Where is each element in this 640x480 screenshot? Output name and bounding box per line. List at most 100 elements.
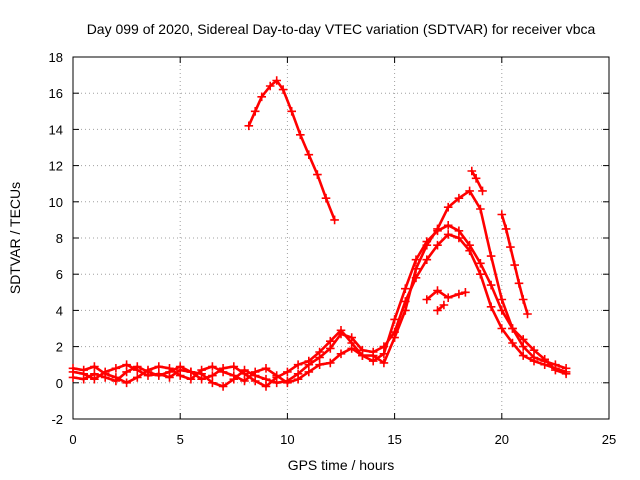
chart-title: Day 099 of 2020, Sidereal Day-to-day VTE… [87,21,596,37]
y-tick-label: 10 [49,195,63,210]
data-point [261,382,271,391]
data-point [540,355,549,364]
y-tick-label: 18 [49,50,63,65]
data-point [122,367,131,377]
data-point [486,280,496,290]
y-tick-label: 4 [56,303,63,318]
series-segment-d [467,166,487,196]
y-tick-label: 16 [49,86,63,101]
data-point [229,371,239,380]
data-point [467,166,477,176]
data-point [68,364,78,373]
data-point [454,193,464,203]
data-point [390,315,399,324]
data-point [454,226,464,236]
y-tick-label: 0 [56,376,63,391]
data-point [401,306,410,315]
data-point [390,333,399,342]
data-point [326,358,335,368]
data-point [497,306,507,315]
series-line [436,303,446,312]
data-point [439,300,449,310]
data-point [454,233,464,243]
data-point [261,364,271,373]
y-tick-label: 12 [49,159,63,174]
data-point [422,295,432,304]
data-point [208,378,217,388]
series-segment-c [433,300,449,315]
y-tick-label: -2 [51,412,63,427]
data-point [529,353,539,362]
data-point [79,374,88,384]
data-point [68,373,78,382]
data-point [250,107,260,116]
data-point [433,226,442,236]
data-point [461,288,470,297]
data-point [465,186,474,196]
data-point [283,378,292,388]
data-point [79,365,88,375]
data-point [100,369,110,379]
data-point [497,210,507,219]
data-point [422,255,432,264]
data-point [379,349,389,359]
data-point [315,360,324,369]
data-point [443,230,453,239]
data-point [175,362,185,371]
y-tick-label: 6 [56,267,63,282]
data-point [433,306,442,315]
data-point [186,367,196,377]
data-point [111,373,121,382]
data-point [315,347,324,357]
data-point [293,374,303,384]
series-segment-e [497,210,532,319]
x-tick-label: 25 [602,432,616,447]
data-point [175,371,185,380]
data-point [154,362,164,371]
data-point [497,295,507,304]
data-point [506,242,515,252]
x-tick-label: 10 [280,432,294,447]
data-point [476,204,485,214]
data-point [90,369,99,379]
data-point [244,121,254,131]
data-point [401,284,410,293]
data-point [454,289,464,299]
data-point [529,345,539,355]
data-point [508,338,517,348]
data-point [165,364,174,373]
data-point [197,374,206,384]
x-tick-label: 5 [177,432,184,447]
data-point [257,92,266,102]
data-point [497,324,507,333]
data-point [518,351,528,360]
data-point [336,326,346,335]
data-point [283,367,292,377]
data-point [551,365,560,375]
data-point [240,369,249,379]
data-point [422,237,432,246]
x-tick-label: 20 [495,432,509,447]
data-point [321,193,331,203]
data-point [336,349,346,359]
data-point [304,367,314,377]
data-point [304,150,314,159]
data-point [208,371,217,380]
data-point [133,373,142,382]
data-point [501,224,511,234]
data-point [518,295,528,304]
data-point [368,356,378,366]
data-point [143,365,153,375]
data-point [278,85,288,94]
data-point [154,371,164,380]
y-axis-label: SDTVAR / TECUs [7,182,23,294]
series-segment-b [422,286,470,304]
data-point [476,259,485,268]
y-tick-label: 2 [56,340,63,355]
series-line [247,79,336,222]
data-point [313,170,322,179]
data-point [229,362,239,371]
data-point [261,374,271,384]
data-point [518,335,528,344]
